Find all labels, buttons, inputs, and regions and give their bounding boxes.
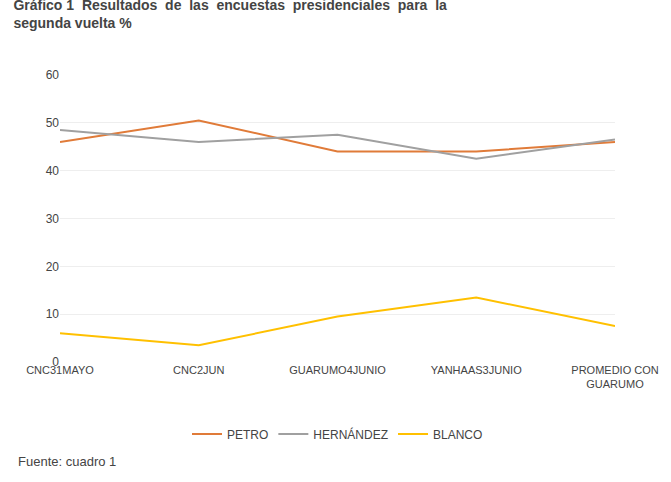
svg-text:60: 60 <box>46 68 60 82</box>
svg-text:30: 30 <box>46 212 60 226</box>
svg-text:Fuente: cuadro 1: Fuente: cuadro 1 <box>18 454 116 469</box>
svg-text:Gráfico 1 Resultados de las: Gráfico 1 Resultados de las encuestas pr… <box>13 0 447 31</box>
svg-text:HERNÁNDEZ: HERNÁNDEZ <box>313 427 388 442</box>
svg-text:GUARUMO4JUNIO: GUARUMO4JUNIO <box>289 364 386 376</box>
svg-text:40: 40 <box>46 164 60 178</box>
svg-text:50: 50 <box>46 116 60 130</box>
svg-text:BLANCO: BLANCO <box>433 428 482 442</box>
svg-text:20: 20 <box>46 260 60 274</box>
svg-text:PROMEDIO CONGUARUMO: PROMEDIO CONGUARUMO <box>571 364 658 390</box>
svg-text:CNC2JUN: CNC2JUN <box>173 364 224 376</box>
svg-text:10: 10 <box>46 307 60 321</box>
svg-text:YANHAAS3JUNIO: YANHAAS3JUNIO <box>431 364 522 376</box>
svg-text:CNC31MAYO: CNC31MAYO <box>26 364 94 376</box>
svg-text:0: 0 <box>52 355 59 369</box>
svg-text:PETRO: PETRO <box>227 428 268 442</box>
